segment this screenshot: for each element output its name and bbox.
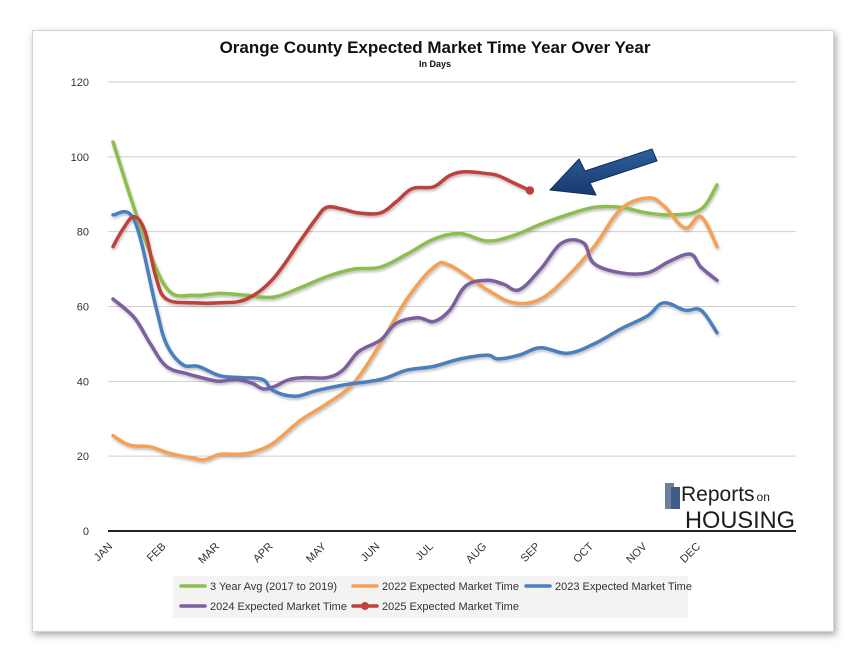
y-tick-label: 100	[71, 152, 89, 164]
y-tick-label: 40	[77, 376, 89, 388]
series-line-3	[111, 238, 719, 391]
callout-arrow-icon	[548, 148, 658, 196]
x-tick-label: FEB	[145, 541, 169, 565]
legend-label: 2025 Expected Market Time	[382, 601, 519, 613]
x-axis-ticks: JAN FEB MAR APR MAY JUN JUL AUG SEP OCT NOV DEC	[92, 540, 703, 566]
y-tick-label: 80	[77, 227, 89, 239]
legend-label: 2024 Expected Market Time	[210, 601, 347, 613]
series-end-marker	[525, 186, 535, 195]
reports-on-housing-logo: Reports on HOUSING	[665, 483, 795, 534]
x-tick-label: AUG	[464, 541, 489, 566]
legend-label: 2023 Expected Market Time	[555, 581, 692, 593]
y-tick-label: 60	[77, 302, 89, 314]
y-tick-label: 0	[83, 526, 89, 538]
x-tick-label: MAY	[304, 540, 329, 565]
x-tick-label: NOV	[624, 540, 650, 566]
y-tick-label: 20	[77, 451, 89, 463]
x-tick-label: JAN	[92, 541, 115, 564]
chart-title: Orange County Expected Market Time Year …	[220, 38, 651, 57]
logo-line1: Reports on	[681, 483, 770, 506]
legend-label: 3 Year Avg (2017 to 2019)	[210, 581, 337, 593]
chart-frame: Orange County Expected Market Time Year …	[32, 30, 834, 632]
series-line-4	[111, 170, 532, 305]
x-tick-label: JUN	[359, 541, 383, 565]
series-lines	[111, 140, 719, 462]
line-chart: Orange County Expected Market Time Year …	[71, 38, 796, 618]
x-tick-label: MAR	[196, 541, 222, 567]
chart-legend: 3 Year Avg (2017 to 2019) 2022 Expected M…	[173, 576, 692, 618]
series-markers	[525, 186, 535, 195]
x-tick-label: SEP	[519, 541, 543, 565]
chart-subtitle: In Days	[419, 59, 451, 69]
series-line-2	[111, 209, 719, 399]
legend-label: 2022 Expected Market Time	[382, 581, 519, 593]
x-tick-label: DEC	[678, 541, 703, 566]
series-line-1	[111, 196, 719, 462]
legend-background	[173, 576, 688, 618]
x-tick-label: OCT	[571, 540, 596, 565]
x-tick-label: JUL	[414, 541, 436, 563]
callout-arrow-shape	[548, 148, 658, 196]
y-axis-ticks: 0 20 40 60 80 100 120	[71, 77, 89, 538]
logo-mark-front	[671, 487, 680, 509]
logo-mark-back	[665, 483, 674, 509]
legend-marker	[361, 602, 369, 610]
logo-line2: HOUSING	[685, 507, 795, 534]
x-tick-label: APR	[251, 541, 276, 566]
y-tick-label: 120	[71, 77, 89, 89]
